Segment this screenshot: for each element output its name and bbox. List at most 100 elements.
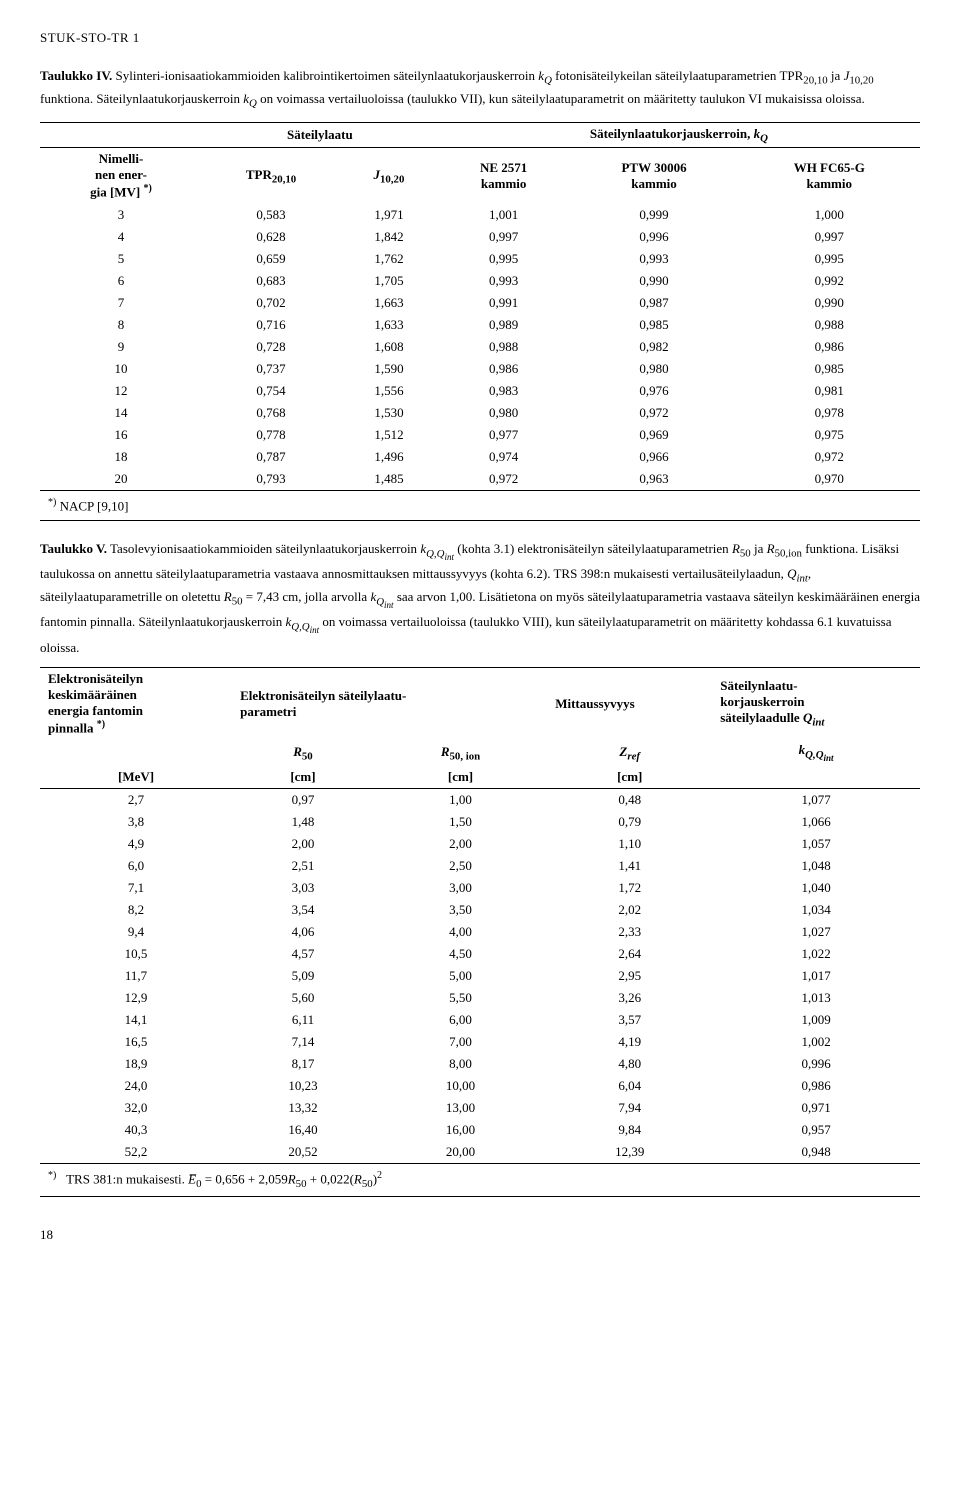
table-cell: 4,06 (232, 921, 374, 943)
table-cell: 0,990 (570, 270, 739, 292)
table-cell: 1,762 (340, 248, 438, 270)
table-cell: 0,988 (739, 314, 920, 336)
table-row: 90,7281,6080,9880,9820,986 (40, 336, 920, 358)
table-cell: 18 (40, 446, 202, 468)
table-cell: 3,00 (374, 877, 547, 899)
table-cell: 0,997 (739, 226, 920, 248)
table-cell: 0,990 (739, 292, 920, 314)
table5-unit-cm1: [cm] (232, 766, 374, 789)
table-cell: 5,50 (374, 987, 547, 1009)
table-cell: 10 (40, 358, 202, 380)
table-cell: 1,022 (712, 943, 920, 965)
table-cell: 2,50 (374, 855, 547, 877)
table4-caption: Taulukko IV. Sylinteri-ionisaatiokammioi… (40, 66, 920, 112)
table-cell: 0,981 (739, 380, 920, 402)
table-cell: 0,995 (739, 248, 920, 270)
table-cell: 0,768 (202, 402, 340, 424)
table-row: 40,316,4016,009,840,957 (40, 1119, 920, 1141)
table-cell: 0,963 (570, 468, 739, 491)
table5: Elektronisäteilynkeskimääräinenenergia f… (40, 667, 920, 1197)
table-cell: 2,51 (232, 855, 374, 877)
table-cell: 0,628 (202, 226, 340, 248)
table-cell: 0,986 (739, 336, 920, 358)
table-cell: 6 (40, 270, 202, 292)
table4-col-j: J10,20 (340, 148, 438, 204)
table-cell: 5,60 (232, 987, 374, 1009)
table-cell: 0,787 (202, 446, 340, 468)
table-cell: 14 (40, 402, 202, 424)
table-cell: 12,9 (40, 987, 232, 1009)
table-cell: 0,983 (438, 380, 570, 402)
table-row: 4,92,002,001,101,057 (40, 833, 920, 855)
table5-unit-mev: [MeV] (40, 766, 232, 789)
table-cell: 0,978 (739, 402, 920, 424)
table-row: 160,7781,5120,9770,9690,975 (40, 424, 920, 446)
table-cell: 16,00 (374, 1119, 547, 1141)
table-cell: 0,754 (202, 380, 340, 402)
table-cell: 1,705 (340, 270, 438, 292)
table-cell: 0,793 (202, 468, 340, 491)
table-cell: 1,077 (712, 789, 920, 812)
table-cell: 14,1 (40, 1009, 232, 1031)
table-cell: 1,556 (340, 380, 438, 402)
table-cell: 4,9 (40, 833, 232, 855)
table-cell: 10,00 (374, 1075, 547, 1097)
table-cell: 52,2 (40, 1141, 232, 1164)
table-cell: 0,986 (712, 1075, 920, 1097)
table-cell: 1,040 (712, 877, 920, 899)
table-cell: 3,57 (547, 1009, 712, 1031)
table-cell: 4,50 (374, 943, 547, 965)
table-cell: 0,948 (712, 1141, 920, 1164)
table-row: 120,7541,5560,9830,9760,981 (40, 380, 920, 402)
table-cell: 1,41 (547, 855, 712, 877)
table-cell: 0,997 (438, 226, 570, 248)
table-row: 10,54,574,502,641,022 (40, 943, 920, 965)
table-cell: 0,986 (438, 358, 570, 380)
table-cell: 0,583 (202, 204, 340, 226)
table-cell: 6,0 (40, 855, 232, 877)
table-cell: 1,72 (547, 877, 712, 899)
table-cell: 40,3 (40, 1119, 232, 1141)
table-cell: 0,79 (547, 811, 712, 833)
table5-sub-r50: R50 (232, 739, 374, 766)
table-cell: 0,987 (570, 292, 739, 314)
table-cell: 0,982 (570, 336, 739, 358)
table-cell: 0,975 (739, 424, 920, 446)
table-cell: 1,633 (340, 314, 438, 336)
table-cell: 8,00 (374, 1053, 547, 1075)
table-cell: 1,048 (712, 855, 920, 877)
table-cell: 3 (40, 204, 202, 226)
table-cell: 12,39 (547, 1141, 712, 1164)
table-cell: 1,017 (712, 965, 920, 987)
table5-caption: Taulukko V. Tasolevyionisaatiokammioiden… (40, 539, 920, 657)
table-cell: 1,663 (340, 292, 438, 314)
table-cell: 0,992 (739, 270, 920, 292)
table-cell: 0,985 (570, 314, 739, 336)
table-row: 2,70,971,000,481,077 (40, 789, 920, 812)
table-cell: 1,013 (712, 987, 920, 1009)
table-cell: 20 (40, 468, 202, 491)
table-cell: 1,066 (712, 811, 920, 833)
table-cell: 0,999 (570, 204, 739, 226)
table5-sub-k: kQ,Qint (712, 739, 920, 766)
table4-col-tpr: TPR20,10 (202, 148, 340, 204)
table-cell: 0,683 (202, 270, 340, 292)
table-cell: 0,972 (438, 468, 570, 491)
table-cell: 20,00 (374, 1141, 547, 1164)
table-row: 3,81,481,500,791,066 (40, 811, 920, 833)
table5-sub-r50ion: R50, ion (374, 739, 547, 766)
table-cell: 3,54 (232, 899, 374, 921)
table-cell: 1,48 (232, 811, 374, 833)
table4-col-ptw: PTW 30006kammio (570, 148, 739, 204)
table-cell: 0,991 (438, 292, 570, 314)
table-cell: 9 (40, 336, 202, 358)
table-cell: 0,993 (438, 270, 570, 292)
table-cell: 10,5 (40, 943, 232, 965)
table-cell: 16,40 (232, 1119, 374, 1141)
table-cell: 3,50 (374, 899, 547, 921)
table-cell: 4,57 (232, 943, 374, 965)
table-cell: 0,737 (202, 358, 340, 380)
table-row: 7,13,033,001,721,040 (40, 877, 920, 899)
table-row: 12,95,605,503,261,013 (40, 987, 920, 1009)
table-cell: 0,966 (570, 446, 739, 468)
